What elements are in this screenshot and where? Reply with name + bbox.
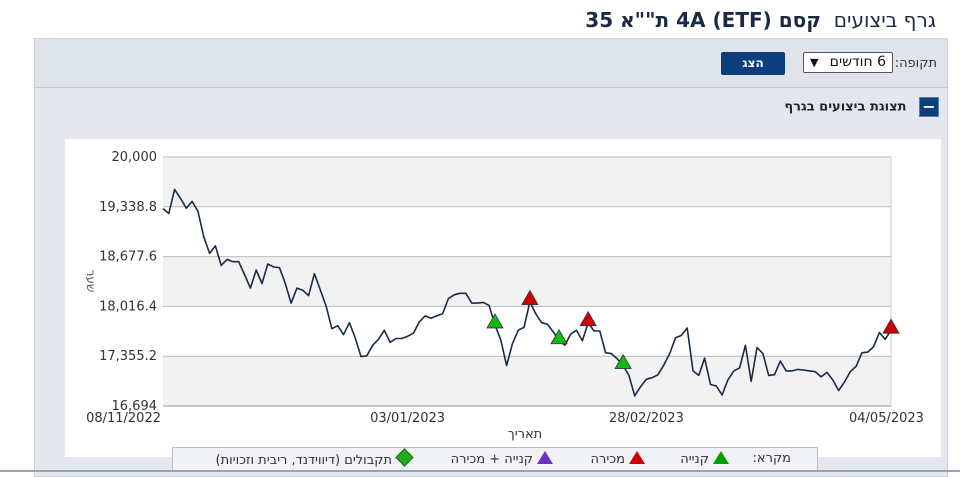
legend-sell-label: מכירה — [590, 452, 625, 467]
title-main: קסם (ETF) 4A ת""א 35 — [585, 8, 821, 32]
legend-buy: קנייה — [680, 451, 729, 467]
legend-buy-sell-label: קנייה + מכירה — [450, 452, 533, 467]
series-line — [162, 188, 892, 397]
y-axis-label: שער — [84, 270, 98, 293]
x-tick-label: 28/02/2023 — [609, 411, 684, 426]
sell-marker — [579, 310, 597, 327]
grid-band — [163, 157, 891, 207]
show-button[interactable]: הצג — [721, 52, 785, 75]
collapse-icon[interactable]: − — [919, 97, 939, 117]
receipts-icon — [395, 448, 414, 467]
y-tick-label: 18,016.4 — [99, 299, 157, 314]
y-tick-label: 18,677.6 — [99, 250, 157, 265]
legend-buy-sell: קנייה + מכירה — [451, 451, 553, 467]
x-axis-label: תאריך — [508, 427, 542, 442]
buy-marker — [486, 313, 504, 329]
x-tick-label: 08/11/2022 — [86, 411, 161, 426]
bottom-divider — [0, 470, 960, 472]
section-title: תצוגת ביצועים בגרף — [784, 99, 907, 115]
toolbar: תקופה: 6 חודשים ▼ הצג — [35, 39, 947, 88]
buy-sell-icon — [537, 451, 553, 464]
buy-icon — [713, 451, 729, 464]
performance-panel: תקופה: 6 חודשים ▼ הצג − תצוגת ביצועים בג… — [34, 38, 948, 477]
period-label: תקופה: — [894, 56, 937, 71]
buy-marker — [614, 353, 632, 370]
sell-marker — [882, 318, 900, 334]
legend-title: מקרא: — [752, 451, 791, 466]
section-header: − תצוגת ביצועים בגרף — [784, 97, 939, 119]
y-tick-label: 16,694 — [112, 399, 158, 414]
buy-marker — [550, 328, 568, 345]
period-select[interactable]: 6 חודשים ▼ — [803, 52, 893, 73]
legend-sell: מכירה — [591, 451, 645, 467]
performance-chart: 16,694 17,355.2 18,016.4 18,677.6 19,338.8 20… — [84, 150, 924, 442]
x-tick-label: 03/01/2023 — [370, 411, 445, 426]
x-tick-label: 04/05/2023 — [849, 411, 924, 426]
chart-area: 16,694 17,355.2 18,016.4 18,677.6 19,338.8 20… — [65, 139, 941, 457]
page-title: גרף ביצועים קסם (ETF) 4A ת""א 35 — [585, 8, 936, 32]
chevron-down-icon: ▼ — [810, 56, 819, 69]
legend: מקרא: קנייה מכירה קנייה + מכירה תקבולים … — [172, 447, 818, 471]
legend-receipts-label: תקבולים (דיווידנד, ריבית וזכויות) — [215, 453, 392, 468]
y-tick-label: 17,355.2 — [99, 349, 157, 364]
legend-buy-label: קנייה — [680, 452, 709, 467]
y-tick-label: 19,338.8 — [99, 200, 157, 215]
sell-marker — [521, 289, 539, 306]
legend-receipts: תקבולים (דיווידנד, ריבית וזכויות) — [215, 448, 414, 468]
title-prefix: גרף ביצועים — [833, 8, 936, 32]
grid-band — [163, 356, 891, 406]
sell-icon — [629, 451, 645, 464]
y-tick-label: 20,000 — [112, 150, 158, 165]
period-value: 6 חודשים — [829, 54, 886, 70]
